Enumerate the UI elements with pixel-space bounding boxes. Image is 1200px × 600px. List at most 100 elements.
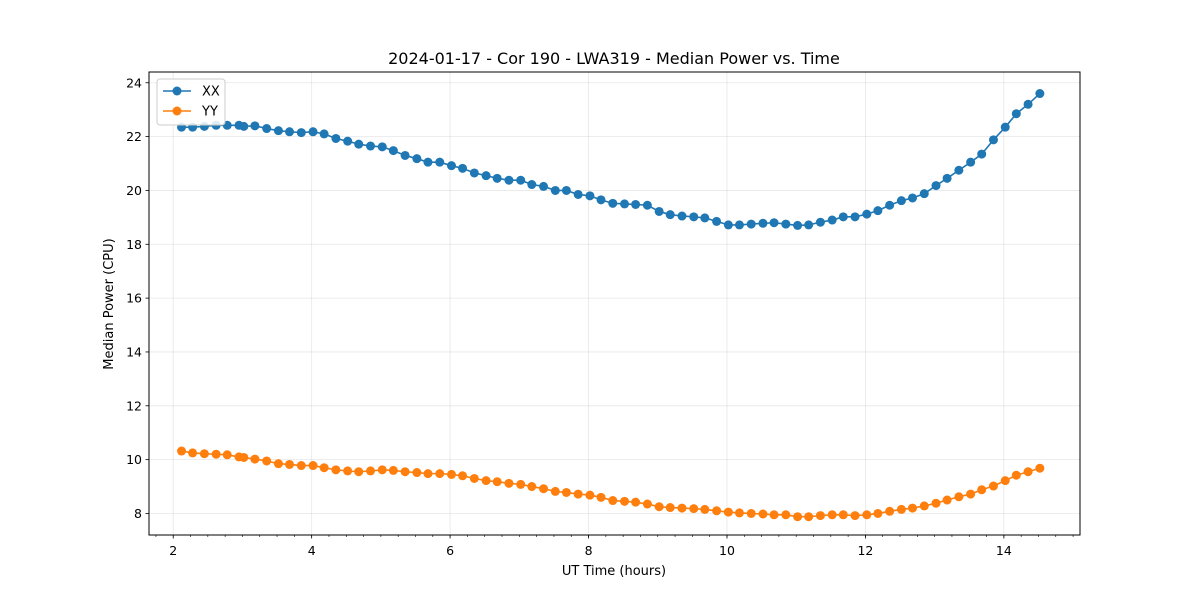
legend-marker-yy (172, 106, 182, 116)
data-point-yy (954, 492, 964, 502)
data-point-yy (734, 508, 744, 518)
grid (149, 72, 1080, 535)
data-point-yy (827, 510, 837, 520)
y-tick-label: 8 (134, 506, 142, 521)
data-point-xx (319, 129, 329, 139)
x-tick-label: 12 (857, 543, 873, 558)
data-point-xx (746, 219, 756, 229)
series-group (177, 89, 1045, 522)
data-point-yy (781, 510, 791, 520)
data-point-yy (343, 466, 353, 476)
data-point-xx (296, 128, 306, 138)
data-point-yy (885, 506, 895, 516)
data-point-xx (781, 219, 791, 229)
data-point-yy (469, 473, 479, 483)
data-point-xx (469, 168, 479, 178)
data-point-yy (804, 512, 814, 522)
data-point-xx (977, 149, 987, 159)
data-point-xx (1035, 89, 1045, 99)
data-point-xx (354, 139, 364, 149)
data-point-yy (296, 461, 306, 471)
data-point-yy (481, 476, 491, 486)
x-axis-label: UT Time (hours) (562, 564, 666, 579)
data-point-xx (665, 210, 675, 220)
data-point-yy (977, 485, 987, 495)
data-point-yy (1000, 476, 1010, 486)
data-point-yy (539, 484, 549, 494)
data-point-yy (862, 510, 872, 520)
data-point-yy (919, 501, 929, 511)
data-point-yy (561, 487, 571, 497)
data-point-xx (700, 213, 710, 223)
data-point-yy (758, 509, 768, 519)
data-point-xx (769, 218, 779, 228)
data-point-xx (331, 133, 341, 143)
data-point-xx (504, 175, 514, 185)
data-point-yy (492, 477, 502, 487)
data-point-xx (758, 218, 768, 228)
data-point-yy (458, 471, 468, 481)
y-tick-label: 10 (126, 452, 142, 467)
data-point-yy (435, 469, 445, 479)
data-point-xx (642, 200, 652, 210)
data-point-yy (250, 454, 260, 464)
data-point-yy (585, 490, 595, 500)
data-point-xx (896, 196, 906, 206)
data-point-xx (677, 211, 687, 221)
data-point-yy (896, 504, 906, 514)
data-point-xx (561, 185, 571, 195)
data-point-yy (319, 463, 329, 473)
data-point-xx (988, 135, 998, 145)
data-point-xx (815, 217, 825, 227)
y-tick-label: 24 (126, 75, 142, 90)
data-point-xx (620, 199, 630, 209)
data-point-yy (966, 489, 976, 499)
chart-title: 2024-01-17 - Cor 190 - LWA319 - Median P… (388, 49, 840, 68)
data-point-xx (804, 220, 814, 230)
data-point-yy (769, 510, 779, 520)
y-tick-label: 16 (126, 291, 142, 306)
data-point-xx (458, 163, 468, 173)
data-point-yy (1011, 470, 1021, 480)
data-point-xx (931, 181, 941, 191)
data-point-yy (504, 478, 514, 488)
data-point-xx (400, 150, 410, 160)
data-point-xx (423, 157, 433, 167)
data-point-xx (585, 191, 595, 201)
data-point-yy (815, 511, 825, 521)
data-point-yy (222, 450, 232, 460)
data-point-xx (550, 185, 560, 195)
data-point-xx (285, 127, 295, 137)
data-point-yy (838, 510, 848, 520)
data-point-xx (862, 209, 872, 219)
legend: XX YY (156, 78, 226, 126)
data-point-xx (596, 195, 606, 205)
data-point-xx (689, 212, 699, 222)
data-point-yy (366, 466, 376, 476)
data-point-xx (273, 126, 283, 136)
data-point-xx (885, 200, 895, 210)
data-point-xx (873, 206, 883, 216)
data-point-xx (539, 181, 549, 191)
data-point-yy (262, 456, 272, 466)
x-tick-label: 6 (446, 543, 454, 558)
data-point-xx (446, 161, 456, 171)
data-point-xx (838, 212, 848, 222)
data-point-yy (331, 465, 341, 475)
y-tick-label: 22 (126, 129, 142, 144)
data-point-yy (412, 468, 422, 478)
data-point-yy (665, 503, 675, 513)
data-point-xx (919, 189, 929, 199)
data-point-xx (481, 171, 491, 181)
data-point-xx (954, 165, 964, 175)
data-point-xx (377, 142, 387, 152)
data-point-yy (620, 496, 630, 506)
data-point-yy (388, 465, 398, 475)
data-point-xx (527, 180, 537, 190)
data-point-yy (527, 482, 537, 492)
data-point-yy (573, 489, 583, 499)
data-point-xx (412, 154, 422, 164)
data-point-yy (400, 467, 410, 477)
data-point-yy (188, 448, 198, 458)
